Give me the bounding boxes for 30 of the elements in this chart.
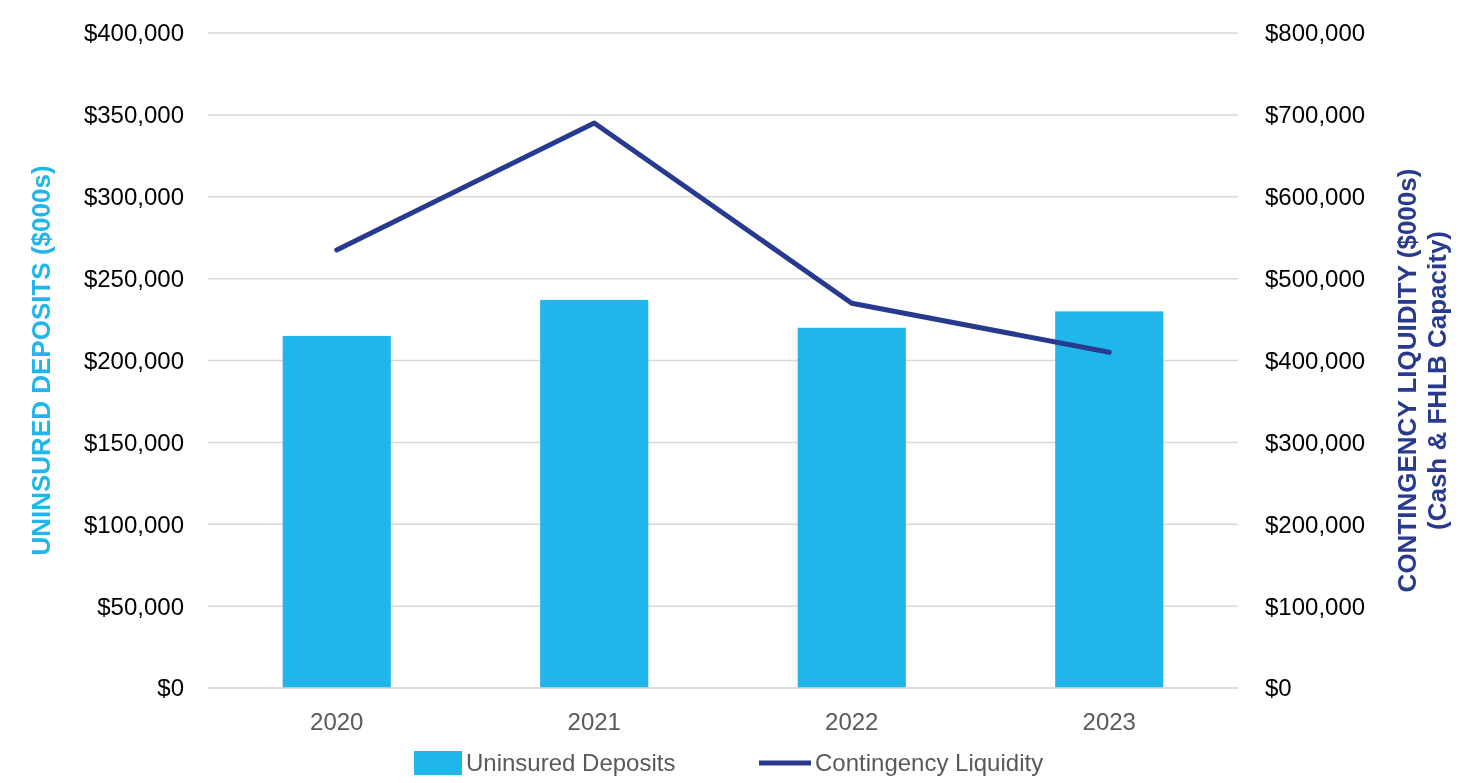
y2-axis-title: CONTINGENCY LIQUIDITY ($000s) (Cash & FHLB Capacity)	[1392, 168, 1452, 593]
y-axis-title: UNINSURED DEPOSITS ($000s)	[26, 165, 56, 556]
y2-tick-label: $600,000	[1265, 183, 1366, 211]
y-tick-label: $350,000	[83, 101, 184, 129]
bar	[797, 327, 906, 688]
x-tick-label: 2020	[310, 708, 364, 735]
x-tick-label: 2023	[1082, 708, 1136, 735]
y-tick-label: $400,000	[83, 19, 184, 47]
y2-tick-label: $300,000	[1265, 428, 1366, 456]
y2-tick-label: $0	[1265, 674, 1292, 702]
x-tick-label: 2022	[825, 708, 879, 735]
legend-label: Contingency Liquidity	[815, 749, 1044, 777]
y-tick-label: $200,000	[83, 346, 184, 374]
y-tick-label: $0	[157, 674, 184, 702]
bar	[1055, 311, 1164, 688]
y2-tick-label: $700,000	[1265, 101, 1366, 129]
y2-tick-label: $500,000	[1265, 265, 1366, 293]
y2-tick-label: $100,000	[1265, 592, 1366, 620]
bar	[540, 299, 649, 688]
bar	[282, 335, 391, 688]
y-tick-label: $250,000	[83, 265, 184, 293]
legend-label: Uninsured Deposits	[466, 749, 676, 777]
y-tick-label: $150,000	[83, 428, 184, 456]
y-tick-label: $50,000	[97, 592, 184, 620]
y2-tick-label: $400,000	[1265, 346, 1366, 374]
x-tick-label: 2021	[567, 708, 621, 735]
y-tick-label: $300,000	[83, 183, 184, 211]
y2-tick-label: $800,000	[1265, 19, 1366, 47]
y-tick-label: $100,000	[83, 510, 184, 538]
y2-tick-label: $200,000	[1265, 510, 1366, 538]
